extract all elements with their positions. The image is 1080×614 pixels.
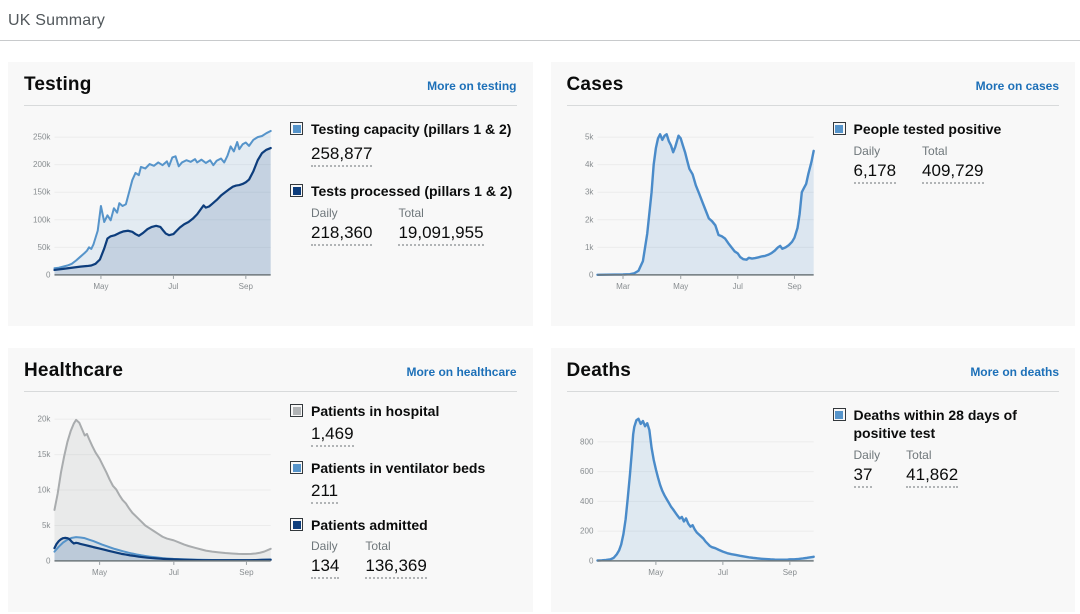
stat-caption-daily: Daily	[311, 538, 338, 553]
svg-text:800: 800	[580, 437, 594, 446]
card-title-deaths: Deaths	[566, 360, 632, 381]
stat-caption-daily: Daily	[853, 448, 881, 463]
legend-square-icon	[832, 408, 846, 421]
stat-caption-total: Total	[365, 538, 391, 553]
stat-caption-daily: Daily	[853, 144, 881, 159]
legend-square-icon	[290, 404, 303, 417]
stat-patients-in-hospital: Patients in hospital 1,469	[290, 402, 517, 448]
stat-value-deaths-total[interactable]: 41,862	[906, 465, 959, 489]
more-on-cases-link[interactable]: More on cases	[975, 79, 1059, 93]
svg-text:Sep: Sep	[239, 282, 254, 291]
svg-text:4k: 4k	[584, 160, 593, 169]
stat-caption-total: Total	[906, 448, 932, 463]
svg-text:200k: 200k	[33, 160, 51, 169]
stat-value-cases-total[interactable]: 409,729	[922, 161, 984, 185]
deaths-card: Deaths More on deaths 0 200 400 600 800 May Ju…	[550, 348, 1075, 612]
healthcare-card: Healthcare More on healthcare 0 5k 10k 15k 2…	[8, 348, 533, 612]
stat-people-tested-positive: People tested positive Daily 6,178 Total…	[832, 120, 1060, 185]
stat-value-cases-daily[interactable]: 6,178	[853, 161, 897, 185]
svg-text:Jul: Jul	[168, 282, 178, 291]
svg-text:5k: 5k	[42, 521, 51, 530]
svg-text:0: 0	[588, 556, 593, 565]
svg-text:0: 0	[588, 270, 593, 279]
deaths-chart: 0 200 400 600 800 May Jul Sep	[567, 400, 819, 581]
svg-text:Jul: Jul	[732, 282, 742, 291]
card-title-cases: Cases	[566, 74, 624, 95]
stat-label: Patients in hospital	[311, 403, 440, 419]
stat-value-testing-capacity[interactable]: 258,877	[311, 144, 373, 168]
svg-text:Jul: Jul	[169, 568, 179, 577]
svg-text:20k: 20k	[37, 415, 51, 424]
svg-text:2k: 2k	[584, 215, 593, 224]
summary-cards: Testing More on testing 0 50k 100k 150k 200k…	[0, 41, 1080, 612]
svg-text:3k: 3k	[584, 188, 593, 197]
svg-text:250k: 250k	[33, 133, 51, 142]
cases-card: Cases More on cases 0 1k 2k 3k 4k 5k Mar May Jul…	[550, 62, 1075, 326]
stat-caption-total: Total	[398, 206, 424, 221]
stat-label: Deaths within 28 days of positive test	[853, 407, 1017, 442]
more-on-deaths-link[interactable]: More on deaths	[970, 365, 1059, 379]
svg-text:400: 400	[580, 497, 594, 506]
stat-tests-processed: Tests processed (pillars 1 & 2) Daily 21…	[290, 182, 517, 247]
stat-caption-total: Total	[922, 144, 948, 159]
stat-label: Tests processed (pillars 1 & 2)	[311, 183, 513, 200]
svg-text:600: 600	[580, 467, 594, 476]
testing-chart-svg: 0 50k 100k 150k 200k 250k May Jul Sep	[33, 129, 272, 291]
svg-text:Sep: Sep	[782, 568, 797, 577]
svg-text:5k: 5k	[584, 133, 593, 142]
stat-label: Patients in ventilator beds	[311, 460, 486, 477]
stat-testing-capacity: Testing capacity (pillars 1 & 2) 258,877	[290, 120, 517, 168]
testing-card: Testing More on testing 0 50k 100k 150k 200k…	[8, 62, 533, 326]
stat-value-admitted-daily[interactable]: 134	[311, 556, 340, 579]
svg-text:0: 0	[46, 270, 51, 279]
svg-text:May: May	[673, 282, 688, 291]
healthcare-chart-svg: 0 5k 10k 15k 20k May Jul Sep	[37, 415, 272, 577]
deaths-chart-svg: 0 200 400 600 800 May Jul Sep	[580, 417, 815, 577]
svg-text:Sep: Sep	[239, 568, 254, 577]
legend-square-icon	[290, 184, 303, 198]
svg-text:Mar: Mar	[616, 282, 630, 291]
stat-caption-daily: Daily	[311, 206, 338, 221]
svg-text:50k: 50k	[37, 243, 51, 252]
legend-square-icon	[290, 122, 303, 135]
svg-text:0: 0	[46, 556, 51, 565]
more-on-healthcare-link[interactable]: More on healthcare	[406, 365, 517, 379]
page-header: UK Summary	[0, 0, 1080, 41]
svg-text:150k: 150k	[33, 188, 51, 197]
stat-label: Patients admitted	[311, 517, 428, 534]
cases-chart: 0 1k 2k 3k 4k 5k Mar May Jul Sep	[567, 114, 819, 295]
legend-square-icon	[290, 461, 303, 475]
legend-square-icon	[290, 518, 303, 532]
svg-text:May: May	[92, 568, 107, 577]
svg-text:Jul: Jul	[717, 568, 727, 577]
stat-value-hospital[interactable]: 1,469	[311, 424, 354, 448]
stat-value-tests-daily[interactable]: 218,360	[311, 223, 373, 247]
svg-text:May: May	[648, 568, 663, 577]
stat-value-admitted-total[interactable]: 136,369	[365, 556, 427, 579]
svg-text:1k: 1k	[584, 243, 593, 252]
card-title-testing: Testing	[24, 74, 92, 95]
more-on-testing-link[interactable]: More on testing	[427, 79, 517, 93]
stat-value-tests-total[interactable]: 19,091,955	[398, 223, 484, 247]
stat-deaths-28-days: Deaths within 28 days of positive test D…	[832, 406, 1060, 489]
page-title: UK Summary	[8, 12, 106, 29]
svg-text:100k: 100k	[33, 215, 51, 224]
svg-text:200: 200	[580, 527, 594, 536]
stat-value-deaths-daily[interactable]: 37	[853, 465, 873, 489]
card-title-healthcare: Healthcare	[24, 360, 124, 381]
stat-patients-admitted: Patients admitted Daily 134 Total 136,36…	[290, 516, 517, 579]
stat-label: Testing capacity (pillars 1 & 2)	[311, 121, 512, 137]
svg-text:10k: 10k	[37, 486, 51, 495]
stat-value-ventilator[interactable]: 211	[311, 481, 339, 505]
svg-text:May: May	[93, 282, 108, 291]
stat-patients-in-ventilator-beds: Patients in ventilator beds 211	[290, 459, 517, 505]
healthcare-chart: 0 5k 10k 15k 20k May Jul Sep	[24, 400, 276, 581]
svg-text:Sep: Sep	[787, 282, 802, 291]
stat-label: People tested positive	[853, 121, 1002, 137]
legend-square-icon	[832, 122, 846, 135]
testing-chart: 0 50k 100k 150k 200k 250k May Jul Sep	[24, 114, 276, 295]
cases-chart-svg: 0 1k 2k 3k 4k 5k Mar May Jul Sep	[584, 133, 815, 291]
svg-text:15k: 15k	[37, 450, 51, 459]
